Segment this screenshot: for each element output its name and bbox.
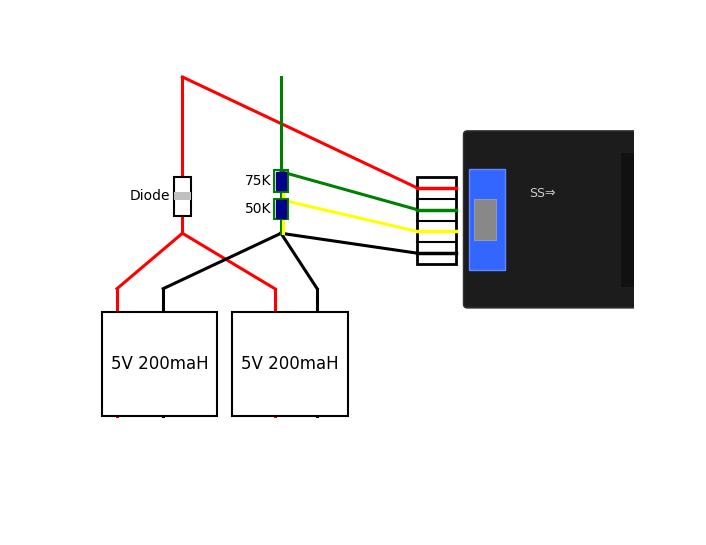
Text: 5V 200maH: 5V 200maH [111,355,208,373]
Bar [469,168,505,270]
Text: Diode: Diode [130,189,170,203]
Bar [417,177,456,264]
FancyBboxPatch shape [463,131,638,308]
Text: 5V 200maH: 5V 200maH [241,355,339,373]
Bar [275,200,287,218]
Text: 75K: 75K [245,174,272,188]
Bar [232,312,348,416]
Bar [174,192,191,200]
Bar [474,199,496,240]
Bar [274,198,288,220]
Bar [275,172,287,190]
Bar [274,170,288,192]
Text: 50K: 50K [245,202,272,216]
Text: SS⇒: SS⇒ [529,187,556,201]
Bar [102,312,217,416]
Bar [174,177,191,216]
Bar [621,152,640,287]
